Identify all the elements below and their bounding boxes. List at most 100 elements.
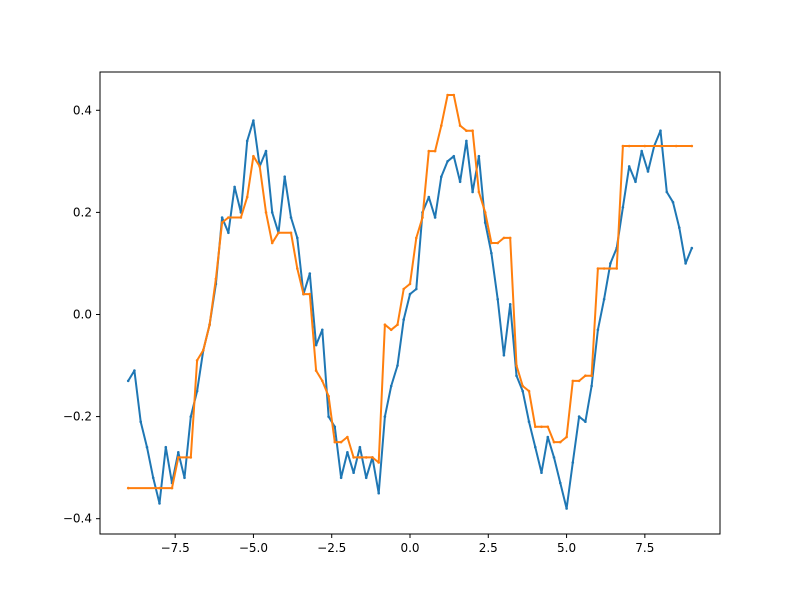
y-tick-label: −0.2 [63,410,92,424]
series-1-point [565,507,568,510]
series-1-point [502,354,506,357]
series-1-point [408,292,412,296]
series-2-point [227,216,230,219]
series-1-point [458,180,462,184]
series-2-point [308,292,312,296]
x-tick-label: 0.0 [400,541,419,555]
series-2-point [126,486,130,490]
series-1-point [621,206,625,209]
series-2-point [358,456,362,459]
series-1-point [609,262,612,265]
series-2-point [690,144,694,148]
series-2-point [277,231,280,235]
series-2-point [214,277,218,281]
series-1-point [584,420,587,424]
series-1-point [690,246,694,250]
series-2-point [421,216,424,219]
series-1-point [177,451,180,454]
series-1-point [220,216,224,219]
series-2-point [270,241,274,245]
y-axis: −0.4 −0.2 0.0 0.2 0.4 [63,103,100,526]
series-2-point [527,389,531,393]
series-1-point [245,139,249,143]
series-1-point [164,445,168,449]
series-1-point [627,165,631,168]
series-1-point [358,445,362,449]
series-2-point [402,287,406,291]
series-2-point [327,394,330,398]
series-2-point [471,129,474,132]
series-2-point [596,267,600,270]
series-1-point [640,149,643,153]
series-1 [126,119,694,510]
series-2-point [540,425,543,429]
series-2-point [534,425,537,429]
series-1-point [590,384,593,388]
series-2-point [408,282,412,286]
series-1-point [333,425,337,429]
series-2-point [477,190,481,194]
series-1-point [415,287,418,291]
series-1-point [433,216,437,219]
series-1-point [264,149,268,153]
series-2-point [490,241,493,245]
series-1-point [552,456,556,459]
series-1-point [339,476,343,480]
series-layer [126,93,694,510]
series-2-point [452,93,456,97]
series-2-point [440,124,443,127]
series-1-point [314,343,318,347]
series-1-point [471,190,474,194]
series-2-point [208,323,211,327]
series-2-point [659,144,662,148]
x-tick-label: 2.5 [479,541,498,555]
series-2-point [396,323,399,327]
series-2-point [552,440,556,444]
series-2-point [383,323,387,327]
series-1-point [151,476,155,480]
y-tick-label: 0.2 [73,205,92,219]
series-2-point [643,144,647,148]
series-2-point [584,374,587,378]
series-1-point [534,445,537,449]
series-2-point [245,195,249,199]
series-2 [126,93,694,490]
x-tick-label: 5.0 [557,541,576,555]
series-2-point [202,348,205,352]
series-2-point [339,440,343,444]
series-2-point [258,165,262,168]
series-2-point [627,144,631,148]
series-1-point [227,231,230,235]
series-1-point [133,369,136,372]
series-2-point [289,231,293,235]
series-2-point [158,486,161,490]
series-2-point [508,236,512,240]
series-1-point [440,175,443,178]
series-2-point [371,456,374,459]
series-2-point [352,456,355,459]
series-2-point [170,486,174,490]
series-1-point [139,420,142,424]
series-2-point [189,456,193,459]
series-1-point [659,129,662,132]
series-1-point [289,216,293,219]
series-1-point [559,481,562,485]
series-2-point [577,379,581,383]
series-2-point [546,425,550,429]
plot-area [100,72,720,534]
series-1-point [296,236,299,240]
series-1-point [158,502,161,505]
series-1-point [646,170,650,173]
series-2-point [559,440,562,444]
series-1-point [189,415,193,418]
series-1-point [634,180,637,184]
series-1-point [571,461,575,464]
series-1-point [402,318,406,321]
y-tick-label: −0.4 [63,512,92,526]
series-2-point [674,144,678,148]
series-2-point [364,456,368,459]
series-2-point [433,149,437,153]
series-1-point [346,451,349,454]
series-2-point [496,241,500,245]
